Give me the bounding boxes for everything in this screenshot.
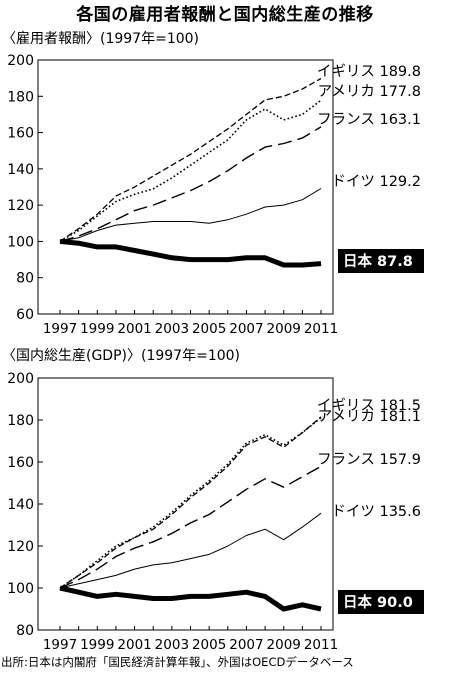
plot-frame: [37, 59, 334, 315]
x-tick-label: 2003: [155, 321, 189, 337]
series-line-5: [59, 238, 322, 268]
series-line-5: [59, 585, 322, 612]
series-label: イギリス 189.8: [317, 63, 421, 80]
x-tick-label: 1999: [80, 637, 114, 653]
series-line-2: [59, 99, 322, 243]
y-tick-label: 100: [7, 581, 34, 597]
y-tick-label: 140: [7, 162, 34, 178]
series-line-4: [59, 188, 322, 242]
series-label: フランス 163.1: [317, 112, 421, 128]
x-tick-label: 2011: [304, 321, 338, 337]
x-tick-label: 2005: [192, 321, 226, 337]
y-tick-label: 120: [7, 198, 34, 214]
series-label: 日本 90.0: [343, 593, 413, 611]
series-label: ドイツ 129.2: [331, 174, 421, 190]
japan-label-box: 日本 87.8: [338, 249, 424, 273]
chart-title-compensation: 〈雇用者報酬〉(1997年=100): [2, 31, 200, 47]
y-tick-label: 60: [16, 307, 34, 323]
series-label: イギリス 181.5: [317, 397, 421, 414]
label-box-bg: [338, 590, 424, 614]
y-tick-label: 160: [7, 455, 34, 471]
x-tick-label: 2005: [192, 637, 226, 653]
y-tick-label: 140: [7, 497, 34, 513]
y-tick-label: 180: [7, 413, 34, 429]
y-tick-label: 200: [7, 53, 34, 69]
series-label: フランス 157.9: [317, 452, 421, 468]
source-note: 出所:日本は内閣府「国民経済計算年報」、外国はOECDデータベース: [1, 655, 354, 669]
series-line-2: [59, 417, 322, 589]
series-label: ドイツ 135.6: [331, 504, 421, 520]
x-tick-label: 1997: [43, 321, 77, 337]
x-tick-label: 2007: [229, 637, 263, 653]
y-tick-label: 80: [16, 623, 34, 639]
x-tick-label: 1997: [43, 637, 77, 653]
label-box-bg: [338, 249, 424, 273]
chart-title-gdp: 〈国内総生産(GDP)〉(1997年=100): [2, 348, 240, 364]
y-tick-label: 200: [7, 371, 34, 387]
x-tick-label: 2011: [304, 637, 338, 653]
japan-label-box: 日本 90.0: [338, 590, 424, 614]
x-tick-label: 1999: [80, 321, 114, 337]
x-tick-label: 2001: [117, 321, 151, 337]
series-line-4: [59, 512, 322, 589]
series-line-3: [59, 465, 322, 589]
x-tick-label: 2001: [117, 637, 151, 653]
y-tick-label: 180: [7, 89, 34, 105]
series-label: アメリカ 181.1: [318, 409, 421, 425]
series-label: 日本 87.8: [343, 252, 413, 270]
series-line-3: [59, 126, 322, 243]
page-title: 各国の雇用者報酬と国内総生産の推移: [76, 5, 374, 25]
y-tick-label: 120: [7, 539, 34, 555]
x-tick-label: 2009: [267, 321, 301, 337]
series-line-1: [59, 416, 322, 589]
y-tick-label: 100: [7, 234, 34, 250]
y-tick-label: 160: [7, 126, 34, 142]
series-label: アメリカ 177.8: [318, 84, 421, 100]
x-tick-label: 2009: [267, 637, 301, 653]
x-tick-label: 2007: [229, 321, 263, 337]
series-line-1: [59, 77, 322, 242]
y-tick-label: 80: [16, 271, 34, 287]
x-tick-label: 2003: [155, 637, 189, 653]
